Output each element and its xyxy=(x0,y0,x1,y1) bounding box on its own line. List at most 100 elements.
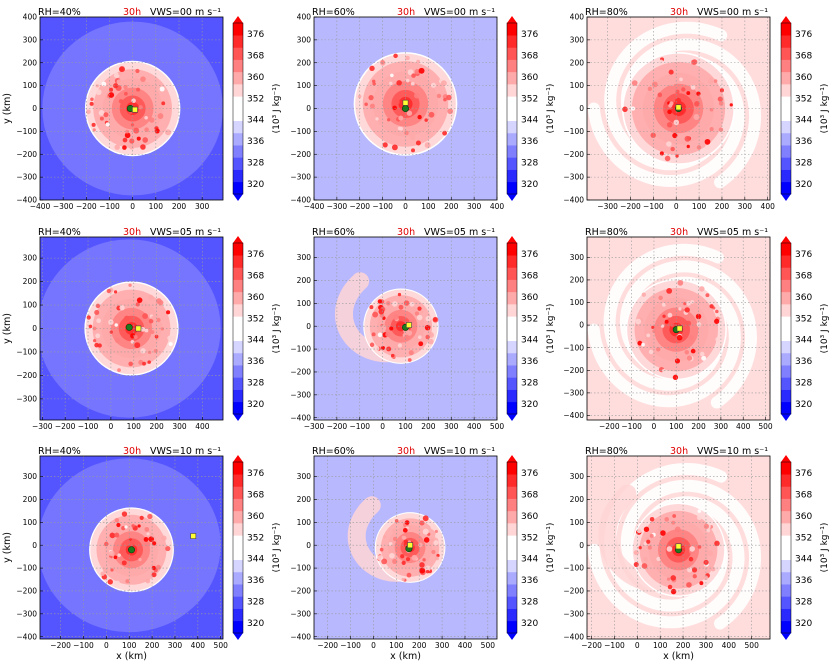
colorbar-segment xyxy=(233,535,243,548)
core-speckle xyxy=(105,122,110,127)
x-tick-label: 100 xyxy=(149,202,164,211)
colorbar: 376 368 360 352 344 336 328 320 (10³ J kg⁻¹) xyxy=(232,16,282,201)
x-tick-label: 0 xyxy=(674,202,679,211)
core-speckle xyxy=(392,558,398,565)
core-speckle xyxy=(677,280,684,286)
core-speckle xyxy=(123,84,128,90)
y-tick-label: −300 xyxy=(290,609,311,618)
core-speckle xyxy=(633,550,639,556)
core-speckle xyxy=(434,529,438,534)
colorbar-tick-label: 344 xyxy=(795,555,812,565)
colorbar-extend-top xyxy=(233,16,243,23)
plot-frame xyxy=(313,455,498,640)
colorbar-label: (10³ J kg⁻¹) xyxy=(272,304,282,354)
y-tick-label: 100 xyxy=(23,518,38,527)
colorbar-extend-top xyxy=(781,455,791,462)
center-marker-yellow xyxy=(407,542,413,549)
core-speckle xyxy=(714,318,720,324)
y-tick-label: −300 xyxy=(16,394,37,403)
core-speckle xyxy=(715,309,719,314)
core-speckle xyxy=(420,310,424,314)
x-tick-label: 500 xyxy=(758,422,773,431)
colorbar-tick-label: 336 xyxy=(247,357,264,367)
core-speckle xyxy=(90,97,94,102)
core-speckle xyxy=(405,557,411,562)
core-speckle xyxy=(686,582,692,588)
y-tick-label: −200 xyxy=(16,150,37,159)
x-tick-label: 500 xyxy=(745,641,760,650)
core-speckle xyxy=(641,292,647,297)
core-speckle xyxy=(671,520,676,525)
x-tick-label: −200 xyxy=(599,422,620,431)
x-tick-label: 400 xyxy=(722,641,737,650)
y-tick-label: 200 xyxy=(297,495,312,504)
panel-time-label: 30h xyxy=(670,446,688,457)
core-speckle xyxy=(718,101,724,106)
colorbar-extend-top xyxy=(781,236,791,243)
core-speckle xyxy=(622,106,628,113)
colorbar-label: (10³ J kg⁻¹) xyxy=(820,84,830,134)
core-speckle xyxy=(168,341,173,347)
panel-time-label: 30h xyxy=(123,446,141,457)
core-speckle xyxy=(396,546,401,551)
core-speckle xyxy=(407,358,412,362)
colorbar-tick-label: 344 xyxy=(521,555,538,565)
colorbar-tick-label: 368 xyxy=(521,272,538,282)
colorbar-segment xyxy=(233,474,243,487)
y-tick-label: 0 xyxy=(32,104,37,113)
x-tick-label: 0 xyxy=(635,641,640,650)
core-speckle xyxy=(125,129,130,134)
core-speckle xyxy=(699,286,705,292)
colorbar-tick-label: 368 xyxy=(247,272,264,282)
colorbar-tick-label: 352 xyxy=(795,94,812,104)
colorbar-segment xyxy=(233,608,243,622)
colorbar-segment xyxy=(507,47,517,60)
core-speckle xyxy=(440,80,447,87)
x-tick-label: 400 xyxy=(195,422,210,431)
colorbar-segment xyxy=(781,535,791,548)
core-speckle xyxy=(124,132,131,139)
core-speckle xyxy=(434,533,441,539)
y-tick-label: 300 xyxy=(23,472,38,481)
core-speckle xyxy=(402,536,407,540)
panel-rh-label: RH=40% xyxy=(38,446,81,457)
y-tick-label: −200 xyxy=(563,587,584,596)
colorbar-frame xyxy=(780,242,792,415)
x-tick-label: 500 xyxy=(214,641,229,650)
x-tick-label: −200 xyxy=(50,641,71,650)
colorbar-segment xyxy=(233,255,243,268)
colorbar-segment xyxy=(507,584,517,597)
core-speckle xyxy=(686,144,690,149)
core-speckle xyxy=(411,73,416,78)
core-speckle xyxy=(389,81,393,86)
core-speckle xyxy=(383,535,387,539)
y-tick-label: 100 xyxy=(297,81,312,90)
plot-area xyxy=(587,237,770,420)
colorbar-extend-top xyxy=(233,455,243,462)
x-tick-label: −200 xyxy=(349,202,370,211)
core-speckle xyxy=(381,558,388,565)
colorbar-tick-label: 368 xyxy=(521,52,538,62)
core-speckle xyxy=(92,128,96,132)
colorbar-tick-label: 360 xyxy=(521,512,538,522)
colorbar-tick-label: 376 xyxy=(247,30,264,40)
panel-1-2: −200 −100 0 100 200 300 400 5003002001000−100−2… xyxy=(563,227,830,431)
colorbar-segment xyxy=(233,181,243,195)
core-speckle xyxy=(651,550,658,557)
y-tick-label: −300 xyxy=(16,173,37,182)
core-speckle xyxy=(697,509,702,513)
core-speckle xyxy=(635,318,642,325)
core-speckle xyxy=(136,136,141,141)
core-speckle xyxy=(103,567,109,574)
colorbar-segment xyxy=(233,510,243,524)
colorbar-frame xyxy=(780,22,792,195)
colorbar-segment xyxy=(781,181,791,195)
panel-1-0: −300 −200 −100 0 100 200 300 4003002001000−100−… xyxy=(2,227,282,431)
core-speckle xyxy=(164,129,171,136)
core-speckle xyxy=(713,79,718,83)
core-speckle xyxy=(414,68,420,75)
core-speckle xyxy=(657,92,663,98)
core-speckle xyxy=(114,532,120,538)
colorbar-tick-label: 368 xyxy=(247,491,264,501)
core-speckle xyxy=(643,556,648,562)
